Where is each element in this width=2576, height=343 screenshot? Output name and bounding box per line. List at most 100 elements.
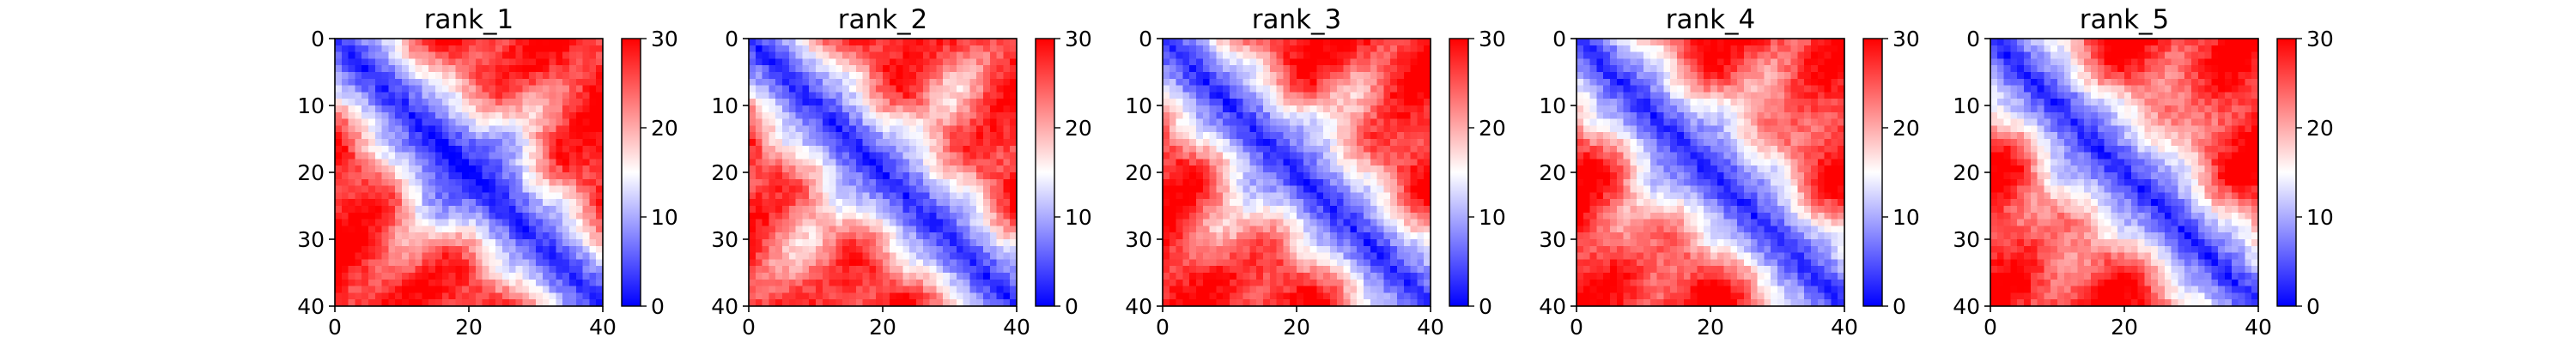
heatmap-cell <box>1182 58 1190 66</box>
heatmap-cell <box>916 65 924 73</box>
heatmap-cell <box>1176 125 1183 133</box>
heatmap-cell <box>515 165 523 173</box>
heatmap-cell <box>1189 99 1197 106</box>
heatmap-cell <box>1290 111 1297 120</box>
heatmap-cell <box>489 273 496 280</box>
heatmap-cell <box>596 226 604 233</box>
heatmap-cell <box>1350 51 1358 59</box>
heatmap-cell <box>822 206 830 214</box>
heatmap-cell <box>495 78 503 87</box>
heatmap-cell <box>1410 172 1418 180</box>
heatmap-cell <box>1330 279 1338 287</box>
heatmap-cell <box>795 226 803 233</box>
heatmap-cell <box>809 279 817 287</box>
heatmap-cell <box>749 139 756 147</box>
heatmap-cell <box>883 185 890 193</box>
heatmap-cell <box>582 252 590 260</box>
heatmap-cell <box>996 165 1004 173</box>
heatmap-cell <box>335 45 343 53</box>
heatmap-cell <box>428 172 436 180</box>
heatmap-cell <box>1330 111 1338 120</box>
heatmap-cell <box>1357 266 1364 274</box>
heatmap-cell <box>482 132 489 140</box>
heatmap-cell <box>996 226 1004 233</box>
heatmap-cell <box>896 273 903 280</box>
heatmap-cell <box>515 51 523 59</box>
heatmap-cell <box>1704 45 1711 53</box>
heatmap-cell <box>348 178 355 187</box>
heatmap-cell <box>1010 232 1018 240</box>
heatmap-cell <box>462 125 470 133</box>
heatmap-cell <box>1343 185 1351 193</box>
heatmap-cell <box>1269 78 1278 87</box>
heatmap-cell <box>769 232 776 240</box>
heatmap-cell <box>1236 172 1244 180</box>
heatmap-cell <box>408 45 416 53</box>
heatmap-cell <box>1297 185 1304 193</box>
heatmap-cell <box>969 39 977 46</box>
heatmap-cell <box>589 232 597 240</box>
heatmap-cell <box>929 286 937 293</box>
heatmap-cell <box>969 111 977 120</box>
heatmap-cell <box>415 252 422 260</box>
heatmap-cell <box>455 139 463 147</box>
heatmap-cell <box>549 92 556 99</box>
heatmap-cell <box>775 178 783 187</box>
heatmap-cell <box>1249 85 1257 93</box>
heatmap-cell <box>515 159 523 166</box>
heatmap-cell <box>374 159 383 166</box>
heatmap-cell <box>1343 105 1351 113</box>
heatmap-cell <box>842 65 850 73</box>
heatmap-cell <box>1309 252 1317 260</box>
heatmap-cell <box>855 292 864 300</box>
heatmap-cell <box>896 111 903 120</box>
heatmap-cell <box>775 259 783 267</box>
heatmap-cell <box>1390 192 1398 200</box>
heatmap-cell <box>569 152 577 159</box>
heatmap-cell <box>341 51 349 59</box>
heatmap-cell <box>896 72 903 80</box>
heatmap-cell <box>902 245 910 254</box>
heatmap-cell <box>883 286 890 293</box>
heatmap-cell <box>936 245 944 254</box>
heatmap-cell <box>529 232 537 240</box>
heatmap-cell <box>529 219 537 226</box>
heatmap-cell <box>1256 226 1264 233</box>
heatmap-cell <box>562 51 570 59</box>
heatmap-cell <box>862 273 870 280</box>
heatmap-cell <box>536 212 544 220</box>
heatmap-cell <box>1189 145 1197 153</box>
heatmap-cell <box>348 219 355 226</box>
heatmap-cell <box>1343 199 1351 207</box>
heatmap-cell <box>589 279 597 287</box>
heatmap-cell <box>348 125 355 133</box>
heatmap-cell <box>842 159 850 166</box>
heatmap-cell <box>1424 192 1431 200</box>
heatmap-cell <box>575 58 584 66</box>
heatmap-cell <box>802 58 810 66</box>
heatmap-cell <box>515 252 523 260</box>
heatmap-cell <box>388 99 396 106</box>
heatmap-cell <box>495 292 503 300</box>
y-tick-label: 30 <box>711 227 738 252</box>
heatmap-cell <box>1403 245 1412 254</box>
heatmap-cell <box>522 185 530 193</box>
heatmap-cell <box>502 125 510 133</box>
heatmap-cell <box>402 51 410 59</box>
heatmap-cell <box>1249 152 1257 159</box>
heatmap-cell <box>883 172 890 180</box>
heatmap-cell <box>1343 78 1351 87</box>
heatmap-cell <box>1196 45 1204 53</box>
heatmap-cell <box>1309 219 1317 226</box>
heatmap-cell <box>1249 105 1257 113</box>
heatmap-cell <box>929 72 937 80</box>
heatmap-cell <box>983 245 991 254</box>
heatmap-cell <box>849 99 857 106</box>
heatmap-cell <box>1163 145 1170 153</box>
heatmap-cell <box>782 232 790 240</box>
heatmap-cell <box>475 219 483 226</box>
heatmap-cell <box>589 45 597 53</box>
heatmap-cell <box>1424 58 1431 66</box>
heatmap-cell <box>996 273 1004 280</box>
heatmap-cell <box>1316 266 1324 274</box>
